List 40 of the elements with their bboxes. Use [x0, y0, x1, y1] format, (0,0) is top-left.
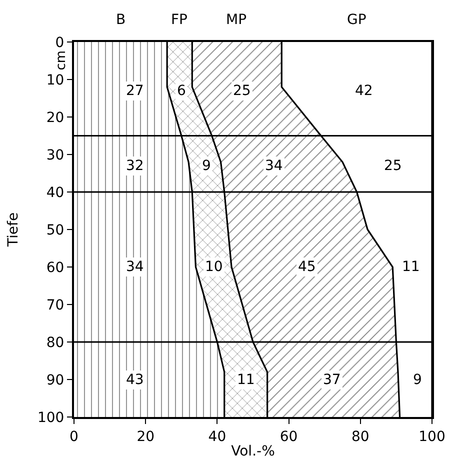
annotation: 27	[126, 83, 144, 99]
y-tick-label: 90	[46, 372, 64, 388]
annotation: 43	[126, 372, 144, 388]
annotation: 25	[233, 83, 251, 99]
annotation: 45	[298, 259, 316, 275]
annotation: 9	[202, 158, 211, 174]
y-tick-label: 30	[46, 147, 64, 164]
y-tick-label: 10	[46, 72, 64, 88]
text: cm	[54, 50, 69, 70]
series-label: B	[116, 12, 126, 28]
annotation: 25	[384, 158, 402, 174]
series-label: GP	[347, 12, 366, 28]
series-label: MP	[226, 12, 247, 28]
annotation: 32	[126, 158, 144, 174]
x-tick-label: 80	[351, 428, 370, 445]
y-tick-label: 80	[46, 334, 64, 351]
annotation: 11	[237, 372, 255, 388]
annotation: 42	[355, 83, 373, 99]
y-axis-title: Tiefe	[6, 212, 22, 248]
x-axis-title: Vol.-%	[231, 444, 275, 460]
y-tick-label: 20	[46, 110, 64, 126]
y-tick-label: 40	[46, 184, 64, 201]
y-tick-label: 50	[46, 222, 64, 238]
annotation: 6	[177, 83, 186, 99]
y-tick-label: 100	[37, 410, 64, 426]
annotation: 34	[265, 158, 283, 174]
x-tick-label: 60	[280, 428, 298, 445]
x-tick-label: 20	[136, 428, 155, 445]
series-label: FP	[171, 12, 188, 28]
x-tick-label: 40	[208, 428, 226, 445]
x-tick-label: 0	[70, 428, 78, 445]
y-tick-label: 70	[46, 297, 64, 314]
annotation: 34	[126, 259, 144, 275]
y-tick-label: 60	[46, 260, 64, 276]
annotation: 11	[402, 259, 420, 275]
annotation: 10	[205, 259, 223, 275]
annotation: 9	[413, 372, 422, 388]
x-tick-label: 100	[418, 428, 446, 445]
y-tick-label: 0	[55, 34, 64, 51]
annotation: 37	[323, 372, 341, 388]
